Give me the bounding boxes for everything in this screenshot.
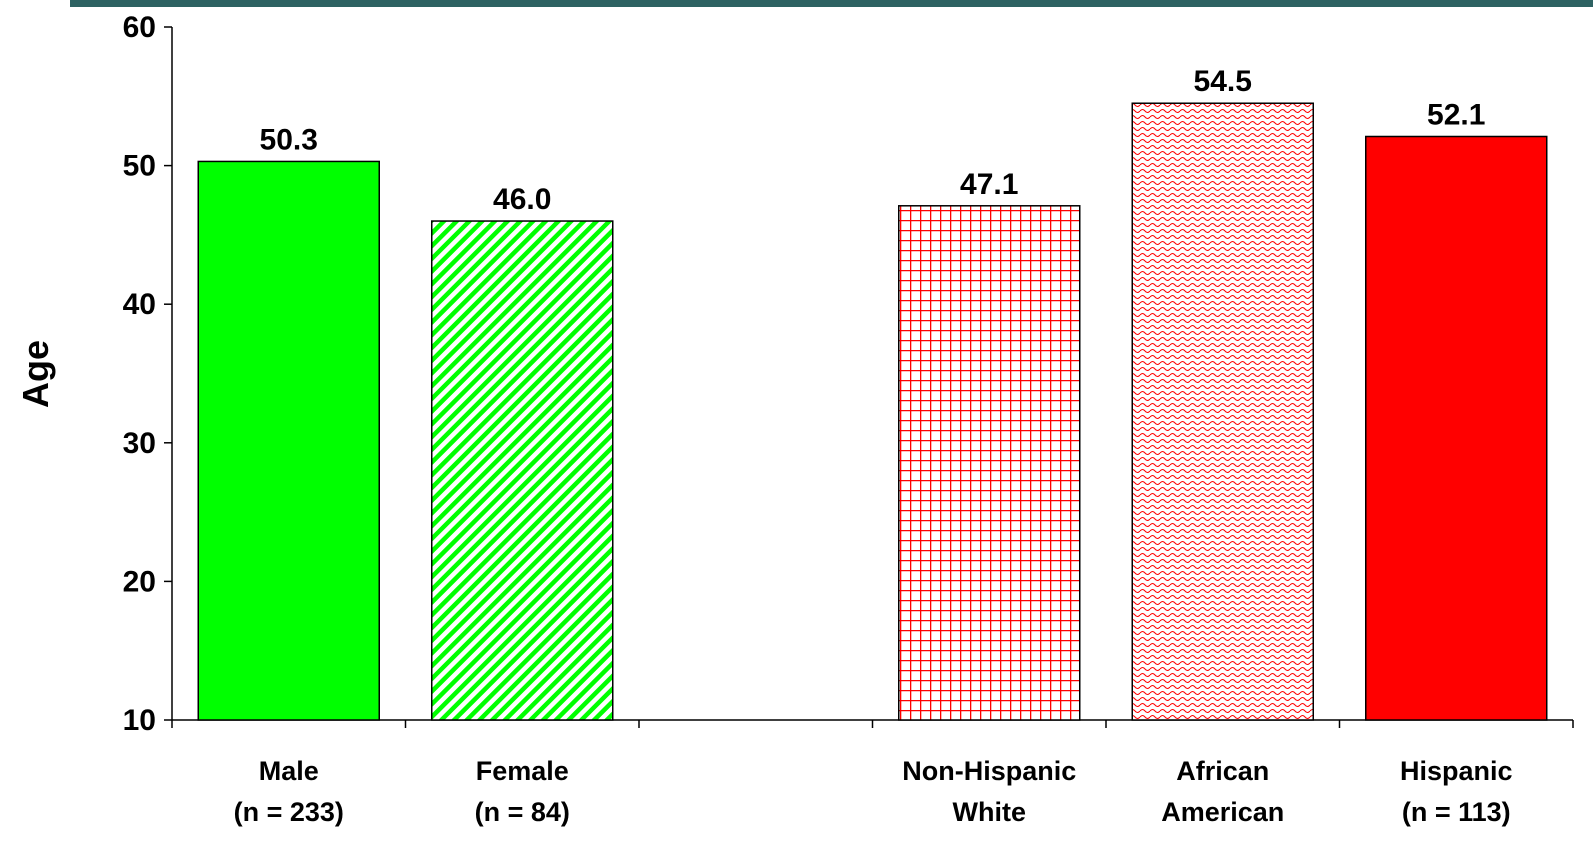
category-label: Male xyxy=(259,756,319,786)
category-label: (n = 233) xyxy=(234,797,344,827)
y-axis-title: Age xyxy=(15,340,56,408)
category-label: African xyxy=(1176,756,1269,786)
data-label: 47.1 xyxy=(960,168,1018,201)
category-label: White xyxy=(953,797,1027,827)
category-label: Non-Hispanic xyxy=(902,756,1076,786)
y-tick-label: 10 xyxy=(123,704,156,737)
bar xyxy=(431,220,614,721)
category-label: American xyxy=(1161,797,1284,827)
bar xyxy=(1131,102,1314,721)
data-label: 50.3 xyxy=(260,123,318,156)
category-label: (n = 84) xyxy=(475,797,570,827)
y-tick-label: 60 xyxy=(123,11,156,44)
category-label: Hispanic xyxy=(1400,756,1513,786)
data-label: 46.0 xyxy=(493,183,551,216)
data-label: 54.5 xyxy=(1194,65,1252,98)
y-tick-label: 40 xyxy=(123,288,156,321)
category-label: (n = 113) xyxy=(1402,797,1511,827)
bar xyxy=(898,205,1081,721)
bar xyxy=(197,160,380,721)
data-label: 52.1 xyxy=(1427,98,1485,131)
y-tick-label: 50 xyxy=(123,150,156,183)
y-tick-label: 20 xyxy=(123,565,156,598)
bar xyxy=(1365,135,1548,721)
category-label: Female xyxy=(476,756,569,786)
header-bar xyxy=(70,0,1593,7)
y-tick-label: 30 xyxy=(123,427,156,460)
